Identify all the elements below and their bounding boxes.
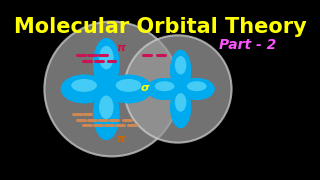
- Ellipse shape: [61, 75, 108, 103]
- Ellipse shape: [99, 96, 114, 119]
- Ellipse shape: [105, 75, 152, 103]
- Ellipse shape: [170, 50, 191, 91]
- Ellipse shape: [93, 88, 120, 140]
- Text: π: π: [116, 134, 124, 143]
- Text: Molecular Orbital Theory: Molecular Orbital Theory: [14, 17, 306, 37]
- Ellipse shape: [71, 79, 97, 92]
- Ellipse shape: [99, 46, 114, 69]
- Circle shape: [124, 35, 232, 143]
- Ellipse shape: [93, 38, 120, 90]
- Text: σ: σ: [140, 83, 149, 93]
- Ellipse shape: [170, 87, 191, 128]
- Ellipse shape: [116, 79, 141, 92]
- Ellipse shape: [187, 81, 207, 91]
- Ellipse shape: [116, 79, 141, 92]
- Circle shape: [44, 22, 179, 156]
- Ellipse shape: [71, 79, 97, 92]
- Ellipse shape: [179, 78, 215, 100]
- Ellipse shape: [175, 56, 186, 75]
- Ellipse shape: [170, 50, 191, 91]
- Ellipse shape: [175, 93, 186, 112]
- Ellipse shape: [179, 78, 215, 100]
- Ellipse shape: [93, 88, 120, 140]
- Ellipse shape: [175, 56, 186, 75]
- Text: π: π: [116, 43, 124, 53]
- Ellipse shape: [175, 93, 186, 112]
- Ellipse shape: [99, 46, 114, 69]
- Ellipse shape: [155, 81, 174, 91]
- Ellipse shape: [93, 38, 120, 90]
- Ellipse shape: [147, 78, 182, 100]
- Ellipse shape: [187, 81, 207, 91]
- Text: Part - 2: Part - 2: [220, 38, 277, 52]
- Ellipse shape: [105, 75, 152, 103]
- Ellipse shape: [155, 81, 174, 91]
- Ellipse shape: [61, 75, 108, 103]
- Ellipse shape: [170, 87, 191, 128]
- Ellipse shape: [147, 78, 182, 100]
- Ellipse shape: [99, 96, 114, 119]
